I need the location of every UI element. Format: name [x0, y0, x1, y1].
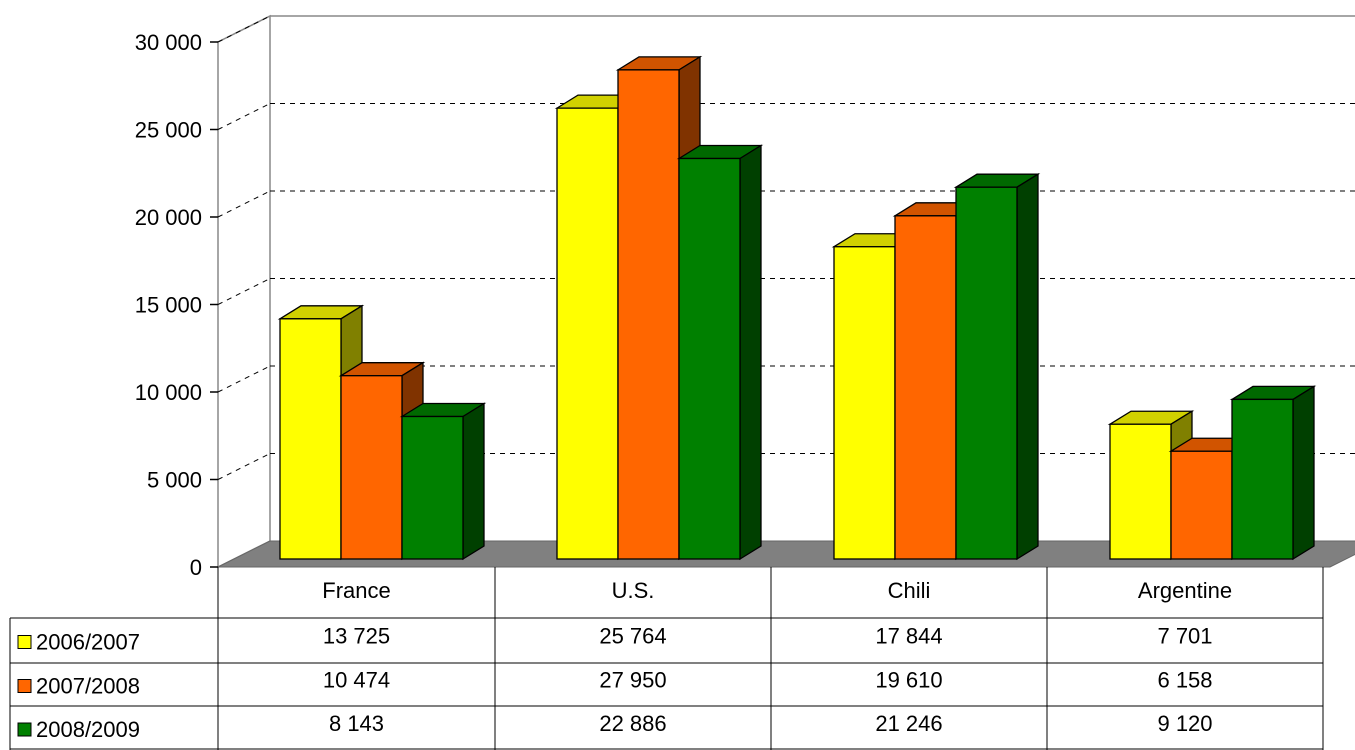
bar-side: [739, 144, 762, 561]
data-label: 22 886: [599, 711, 666, 736]
data-label: 25 764: [599, 624, 666, 649]
bar: [1229, 385, 1317, 561]
data-label: 9 120: [1157, 711, 1212, 736]
bar: [676, 144, 764, 561]
bar-front: [340, 375, 403, 560]
gridlines: [217, 15, 1355, 480]
data-label: 8 143: [329, 711, 384, 736]
y-tick-label: 20 000: [135, 205, 202, 230]
bar-side: [1292, 385, 1315, 561]
bar-front: [678, 157, 741, 560]
bar-front: [955, 186, 1018, 560]
y-axis: 0 5 000 10 000 15 000 20 000 25 000 30 000: [135, 30, 218, 580]
bars: [277, 55, 1317, 561]
y-tick-label: 5 000: [147, 468, 202, 493]
category-label: Chili: [888, 578, 931, 603]
bar-front: [1170, 450, 1233, 560]
bar-front: [894, 215, 957, 560]
data-label: 7 701: [1157, 624, 1212, 649]
bar-front: [833, 246, 896, 560]
y-tick-label: 0: [190, 555, 202, 580]
y-tick-label: 30 000: [135, 30, 202, 55]
data-label: 6 158: [1157, 668, 1212, 693]
bar-side: [462, 402, 485, 561]
data-label: 13 725: [323, 624, 390, 649]
bar-front: [556, 107, 619, 560]
legend-label: 2007/2008: [36, 674, 140, 699]
y-tick-label: 10 000: [135, 380, 202, 405]
y-tick-label: 15 000: [135, 293, 202, 318]
legend-swatch: [17, 635, 32, 649]
legend-swatch: [17, 679, 32, 693]
bar: [953, 173, 1041, 561]
legend-label: 2006/2007: [36, 630, 140, 655]
data-label: 17 844: [875, 624, 942, 649]
category-label: Argentine: [1138, 578, 1232, 603]
side-wall: [217, 14, 271, 569]
category-label: France: [322, 578, 390, 603]
category-label: U.S.: [612, 578, 655, 603]
y-tick-label: 25 000: [135, 118, 202, 143]
bar-front: [279, 318, 342, 560]
legend-swatch: [17, 722, 32, 737]
legend-label: 2008/2009: [36, 717, 140, 742]
data-table: France U.S. Chili Argentine 2006/2007 13 725 2…: [9, 567, 1324, 750]
data-label: 19 610: [875, 668, 942, 693]
bar-front: [1109, 423, 1172, 560]
data-label: 10 474: [323, 668, 390, 693]
data-label: 21 246: [875, 711, 942, 736]
floor: [217, 540, 1355, 568]
bar-side: [1016, 173, 1039, 561]
bar: [399, 402, 487, 561]
bar-front: [401, 415, 464, 560]
data-label: 27 950: [599, 668, 666, 693]
bar-front: [1231, 398, 1294, 560]
bar-front: [617, 69, 680, 560]
